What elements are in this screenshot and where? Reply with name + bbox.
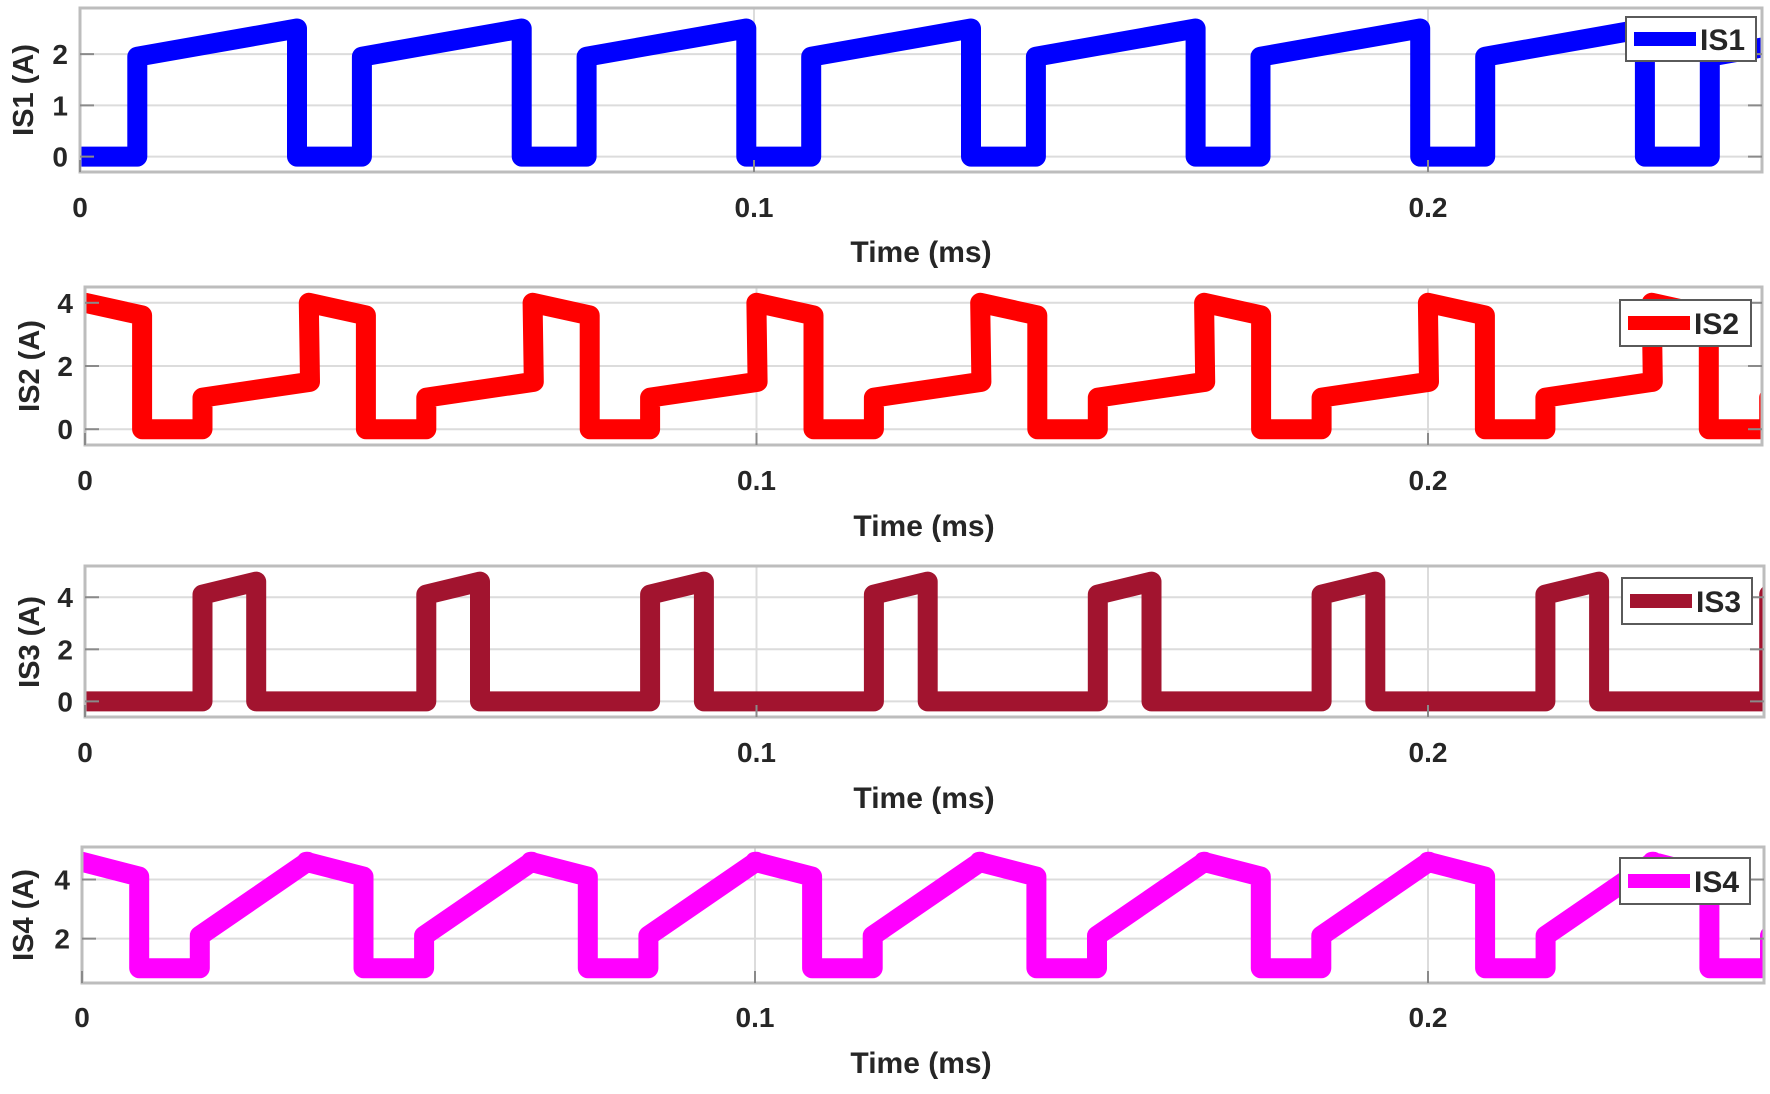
x-axis-label-is2: Time (ms) bbox=[853, 510, 994, 543]
x-tick-label: 0.2 bbox=[1409, 737, 1448, 768]
y-tick-label: 4 bbox=[57, 582, 73, 613]
legend-label: IS1 bbox=[1700, 24, 1745, 57]
x-axis-label-is3: Time (ms) bbox=[853, 782, 994, 815]
trace-is2 bbox=[85, 292, 1762, 440]
legend-is1: IS1 bbox=[1625, 16, 1757, 62]
trace-is1 bbox=[80, 18, 1762, 167]
y-axis-label-is2: IS2 (A) bbox=[14, 320, 46, 412]
x-tick-label: 0.1 bbox=[736, 1002, 775, 1033]
y-tick-label: 0 bbox=[57, 414, 73, 445]
legend-label: IS3 bbox=[1696, 586, 1741, 619]
legend-label: IS2 bbox=[1694, 308, 1739, 341]
x-tick-label: 0 bbox=[74, 1002, 90, 1033]
x-tick-label: 0.2 bbox=[1409, 1002, 1448, 1033]
legend-is4: IS4 bbox=[1619, 857, 1751, 905]
plot-area-is1: 0 1 2 0 0.1 0.2 IS1 bbox=[52, 6, 1764, 223]
axes-frame bbox=[83, 564, 1766, 719]
y-tick-label: 2 bbox=[57, 351, 73, 382]
plot-area-is2: 0 2 4 0 0.1 0.2 IS2 bbox=[57, 285, 1764, 496]
panel-is4: 2 4 0 0.1 0.2 IS4 IS4 (A) Time (ms) bbox=[8, 845, 1766, 1080]
plot-area-is4: 2 4 0 0.1 0.2 IS4 bbox=[54, 845, 1766, 1033]
axes-frame bbox=[80, 845, 1766, 985]
panel-is1: 0 1 2 0 0.1 0.2 IS1 IS1 (A) Time (ms) bbox=[8, 6, 1764, 269]
panel-is3: 0 2 4 0 0.1 0.2 IS3 IS3 (A) Time (ms) bbox=[14, 564, 1766, 815]
y-axis-label-is4: IS4 (A) bbox=[8, 869, 40, 961]
trace-is3 bbox=[85, 571, 1764, 712]
x-tick-label: 0.1 bbox=[737, 737, 776, 768]
legend-label: IS4 bbox=[1694, 866, 1739, 899]
y-tick-label: 4 bbox=[57, 288, 73, 319]
y-tick-label: 2 bbox=[52, 39, 68, 70]
y-axis-label-is3: IS3 (A) bbox=[14, 596, 46, 688]
x-tick-label: 0.1 bbox=[735, 192, 774, 223]
y-tick-label: 0 bbox=[57, 686, 73, 717]
y-tick-label: 1 bbox=[52, 90, 68, 121]
y-tick-label: 4 bbox=[54, 865, 70, 896]
x-axis-label-is4: Time (ms) bbox=[850, 1047, 991, 1080]
y-tick-label: 0 bbox=[52, 142, 68, 173]
legend-is3: IS3 bbox=[1621, 577, 1753, 625]
panel-is2: 0 2 4 0 0.1 0.2 IS2 IS2 (A) Time (ms) bbox=[14, 285, 1764, 543]
y-axis-label-is1: IS1 (A) bbox=[8, 44, 40, 136]
y-tick-label: 2 bbox=[54, 924, 70, 955]
x-tick-label: 0 bbox=[72, 192, 88, 223]
axes-frame bbox=[78, 6, 1764, 174]
y-tick-label: 2 bbox=[57, 634, 73, 665]
legend-is2: IS2 bbox=[1619, 299, 1752, 347]
x-tick-label: 0.2 bbox=[1409, 192, 1448, 223]
x-tick-label: 0.1 bbox=[737, 465, 776, 496]
x-tick-label: 0 bbox=[77, 465, 93, 496]
x-tick-label: 0.2 bbox=[1409, 465, 1448, 496]
plot-area-is3: 0 2 4 0 0.1 0.2 IS3 bbox=[57, 564, 1766, 768]
x-axis-label-is1: Time (ms) bbox=[850, 236, 991, 269]
trace-is4 bbox=[82, 851, 1764, 979]
x-tick-label: 0 bbox=[77, 737, 93, 768]
